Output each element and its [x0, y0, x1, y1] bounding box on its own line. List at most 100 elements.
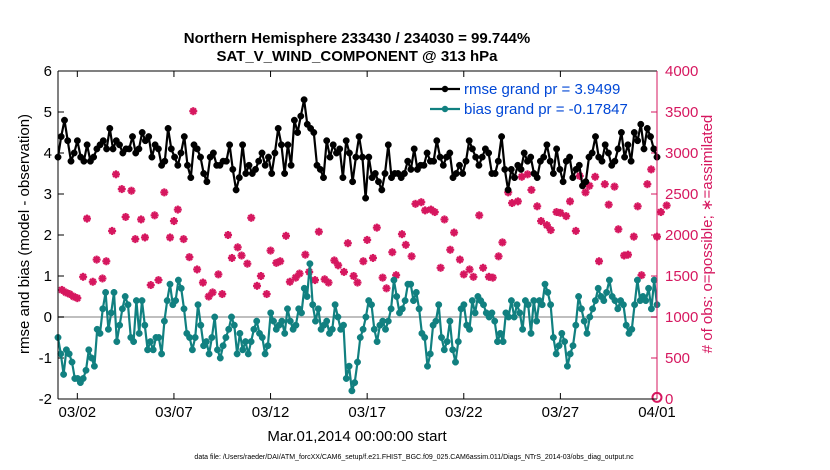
rmse-point — [452, 170, 460, 177]
bias-point — [99, 305, 107, 313]
obs-assimilated-marker — [353, 278, 362, 287]
obs-assimilated-marker — [343, 239, 352, 248]
obs-assimilated-marker — [224, 231, 233, 239]
rmse-point — [345, 149, 353, 157]
plot-area: -2 -1 0 1 2 3 4 5 6 0 500 1000 1500 2000 2500 3000 3500 4… — [39, 63, 699, 421]
rmse-point — [378, 186, 386, 194]
obs-assimilated-marker — [237, 251, 246, 260]
bias-point — [177, 284, 185, 292]
bias-point — [510, 313, 518, 321]
obs-assimilated-marker — [301, 250, 310, 259]
rmse-point — [520, 149, 528, 157]
legend-bias-label: bias grand pr = -0.17847 — [464, 101, 628, 118]
rmse-point — [588, 149, 596, 157]
obs-assimilated-marker — [154, 276, 163, 285]
rmse-point — [255, 157, 263, 165]
y-left-tick-label: 5 — [44, 104, 52, 121]
bias-point — [575, 293, 583, 300]
obs-assimilated-marker — [218, 290, 227, 299]
rmse-point — [604, 149, 612, 157]
bias-point — [222, 334, 230, 341]
bias-point — [90, 362, 98, 370]
rmse-point — [106, 124, 114, 132]
rmse-point — [138, 129, 146, 136]
obs-assimilated-marker — [198, 278, 207, 287]
bias-point — [415, 305, 423, 313]
bias-point — [267, 309, 275, 317]
obs-assimilated-marker — [562, 212, 571, 221]
obs-assimilated-marker — [117, 185, 126, 194]
bias-point — [507, 297, 515, 305]
rmse-point — [436, 153, 444, 161]
obs-assimilated-marker — [479, 263, 488, 272]
bias-point — [516, 309, 524, 317]
bias-point — [390, 276, 398, 284]
rmse-point — [326, 153, 334, 161]
bias-point — [82, 366, 90, 374]
rmse-point — [647, 133, 654, 141]
bias-point — [549, 334, 557, 341]
rmse-point — [355, 133, 363, 141]
rmse-point — [540, 153, 548, 161]
rmse-point — [70, 149, 78, 157]
rmse-point — [498, 133, 506, 141]
x-tick-label: 03/22 — [445, 404, 483, 421]
bias-point — [281, 329, 289, 337]
bias-point — [160, 317, 168, 325]
rmse-point — [637, 120, 645, 128]
bias-point — [424, 362, 431, 370]
rmse-point — [569, 174, 577, 182]
x-tick-label: 03/02 — [59, 404, 97, 421]
obs-assimilated-marker — [131, 235, 140, 244]
obs-assimilated-marker — [137, 215, 146, 224]
y-right-tick-label: 3000 — [665, 145, 698, 162]
bias-point — [519, 325, 527, 333]
rmse-point — [475, 161, 483, 169]
bias-point — [362, 313, 370, 321]
rmse-point — [284, 141, 292, 149]
bias-point — [239, 346, 247, 354]
bias-point — [631, 301, 639, 309]
obs-assimilated-marker — [662, 201, 671, 210]
bias-point — [580, 317, 588, 325]
rmse-point — [592, 133, 599, 141]
rmse-point — [171, 153, 179, 161]
rmse-point — [624, 141, 632, 149]
rmse-point — [478, 153, 486, 161]
y-axis-label-left: rmse and bias (model - observation) — [16, 114, 33, 354]
bias-point — [340, 321, 347, 329]
obs-assimilated-marker — [243, 259, 252, 268]
rmse-point — [235, 174, 243, 182]
bias-point — [88, 354, 96, 362]
rmse-point — [277, 141, 285, 149]
rmse-point — [598, 157, 606, 165]
y-right-tick-label: 3500 — [665, 104, 698, 121]
bias-point — [561, 338, 569, 346]
rmse-point — [232, 186, 240, 194]
rmse-point — [184, 161, 191, 169]
bias-point — [225, 325, 233, 333]
obs-assimilated-marker — [533, 202, 542, 211]
bias-point — [323, 317, 331, 325]
y-right-tick-label: 4000 — [665, 63, 698, 80]
bias-point — [208, 334, 216, 341]
bias-point — [102, 288, 110, 296]
obs-assimilated-marker — [397, 230, 406, 239]
bias-point — [172, 297, 180, 305]
rmse-point — [349, 178, 357, 186]
rmse-point — [362, 194, 370, 202]
bias-point — [270, 317, 277, 325]
rmse-point — [99, 137, 107, 145]
obs-assimilated-marker — [488, 273, 497, 282]
bias-point — [130, 338, 138, 346]
y-left-tick-label: -2 — [39, 391, 52, 408]
rmse-point — [501, 165, 509, 173]
obs-assimilated-marker — [295, 269, 304, 278]
rmse-point — [209, 149, 217, 157]
rmse-point — [456, 161, 463, 169]
rmse-point — [294, 129, 302, 136]
bias-point — [544, 288, 552, 296]
rmse-point — [494, 157, 502, 165]
obs-assimilated-marker — [146, 281, 155, 290]
obs-assimilated-marker — [208, 288, 217, 297]
